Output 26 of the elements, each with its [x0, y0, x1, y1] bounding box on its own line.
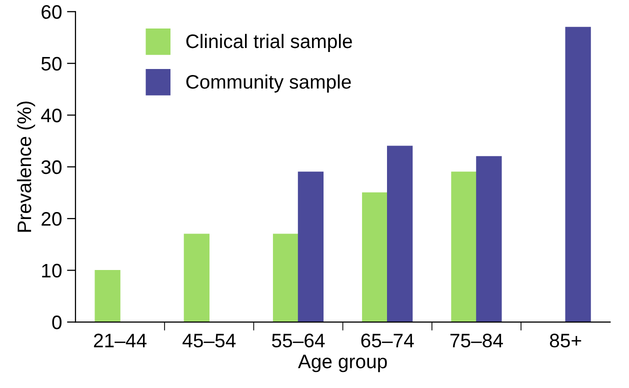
y-tick-label: 0 — [52, 316, 62, 330]
y-tick-label: 50 — [41, 56, 62, 71]
bar — [298, 172, 324, 322]
x-tick-label: 75–84 — [450, 334, 503, 348]
y-tick-label: 60 — [42, 5, 62, 19]
bar — [387, 146, 413, 322]
bar — [184, 234, 210, 322]
y-tick-label: 30 — [41, 160, 62, 174]
y-axis-title: Prevalence (%) — [16, 102, 36, 232]
bar — [94, 270, 120, 322]
y-tick-label: 20 — [42, 212, 62, 226]
bar — [362, 192, 388, 322]
legend-label: Community sample — [186, 74, 351, 93]
x-tick-label: 85+ — [550, 334, 582, 348]
x-tick-label: 55–64 — [272, 334, 325, 348]
x-tick-label: 45–54 — [182, 334, 236, 348]
legend-label: Clinical trial sample — [186, 34, 352, 52]
y-tick-label: 40 — [41, 108, 62, 122]
x-tick-label: 65–74 — [361, 334, 414, 348]
x-axis-title: Age group — [298, 354, 387, 372]
bar — [451, 172, 477, 322]
bar — [565, 26, 591, 322]
y-tick-label: 10 — [42, 264, 62, 278]
bar — [272, 234, 299, 322]
bar — [476, 156, 502, 322]
x-tick-label: 21–44 — [94, 334, 147, 348]
